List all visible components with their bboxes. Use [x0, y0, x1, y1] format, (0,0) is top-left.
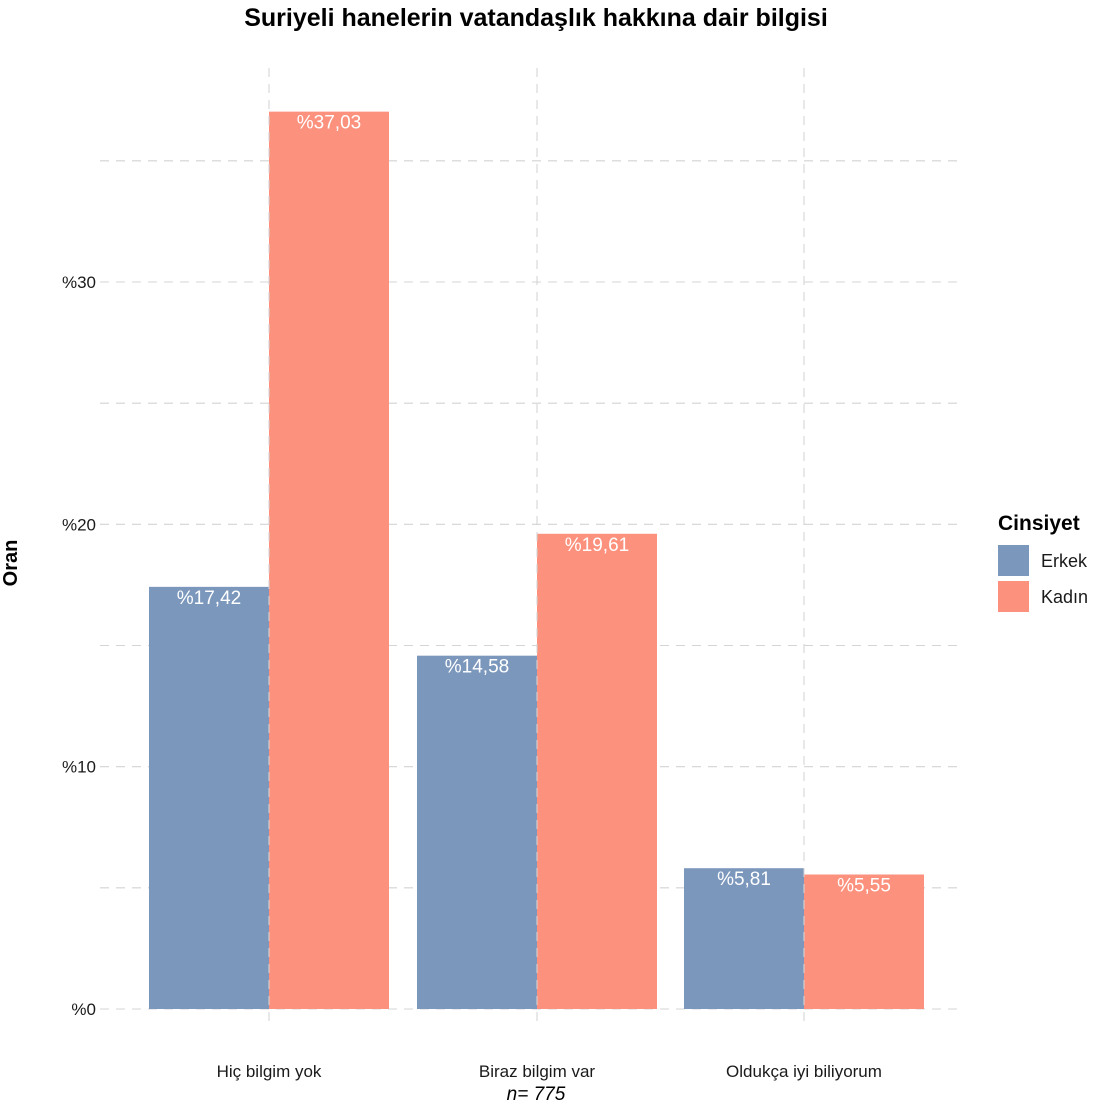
y-tick-label: %20 — [62, 515, 96, 534]
legend-swatch — [998, 581, 1029, 612]
y-tick-label: %30 — [62, 273, 96, 292]
bar-erkek-0 — [149, 586, 269, 1009]
legend-label: Erkek — [1041, 551, 1088, 571]
legend-swatch — [998, 545, 1029, 576]
data-label: %17,42 — [177, 588, 241, 609]
bars — [149, 111, 924, 1010]
x-tick-label: Biraz bilgim var — [479, 1062, 596, 1081]
data-label: %5,81 — [717, 869, 771, 890]
x-tick-label: Hiç bilgim yok — [217, 1062, 322, 1081]
caption: n= 775 — [507, 1084, 566, 1104]
legend: Cinsiyet Erkek Kadın — [998, 512, 1088, 612]
legend-title: Cinsiyet — [998, 512, 1080, 535]
x-tick-label: Oldukça iyi biliyorum — [726, 1062, 882, 1081]
y-axis-label: Oran — [0, 540, 22, 587]
data-labels: %17,42 %14,58 %5,81 %37,03 %19,61 %5,55 — [177, 113, 891, 897]
axis-ticks: %0 %10 %20 %30 Hiç bilgim yok Biraz bilgim va… — [62, 273, 882, 1081]
bar-erkek-2 — [684, 868, 804, 1009]
bar-kadn-0 — [269, 111, 389, 1010]
chart-title: Suriyeli hanelerin vatandaşlık hakkına d… — [244, 4, 828, 32]
data-label: %37,03 — [297, 113, 361, 134]
y-tick-label: %10 — [62, 758, 96, 777]
data-label: %5,55 — [837, 876, 891, 897]
data-label: %19,61 — [565, 535, 629, 556]
legend-label: Kadın — [1041, 587, 1088, 607]
bar-erkek-1 — [417, 655, 537, 1009]
bar-kadn-2 — [804, 874, 924, 1009]
bar-kadn-1 — [537, 533, 657, 1009]
data-label: %14,58 — [445, 657, 509, 678]
y-tick-label: %0 — [71, 1000, 96, 1019]
